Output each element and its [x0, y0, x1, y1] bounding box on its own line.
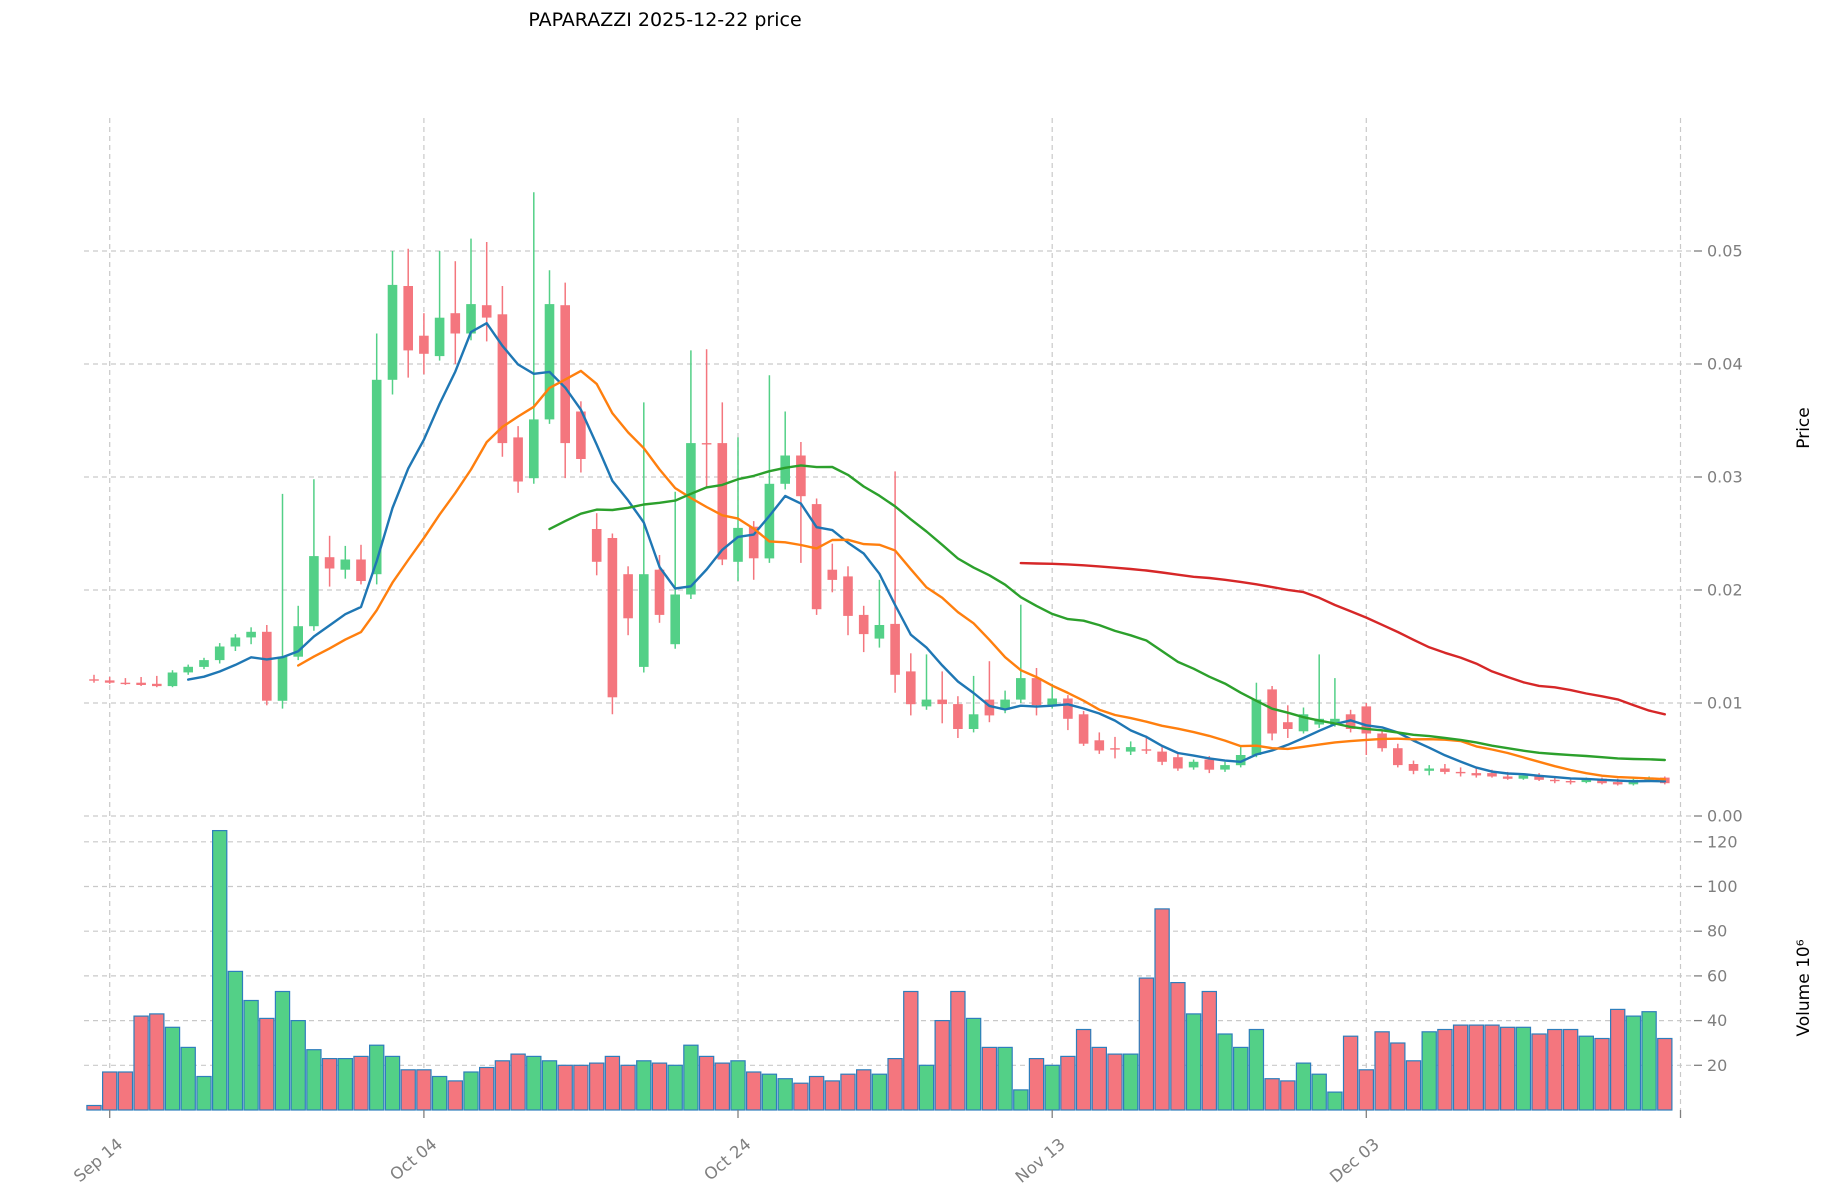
svg-text:120: 120: [1707, 832, 1738, 851]
svg-text:0.05: 0.05: [1707, 242, 1743, 261]
chart-title: PAPARAZZI 2025-12-22 price: [528, 9, 802, 31]
svg-text:0.00: 0.00: [1707, 807, 1743, 826]
svg-text:80: 80: [1707, 922, 1727, 941]
volume-axis-label: Volume 10⁶: [1794, 939, 1814, 1037]
svg-text:60: 60: [1707, 966, 1727, 985]
svg-text:0.02: 0.02: [1707, 581, 1743, 600]
svg-text:100: 100: [1707, 877, 1738, 896]
svg-text:0.01: 0.01: [1707, 694, 1743, 713]
svg-text:20: 20: [1707, 1056, 1727, 1075]
price-axis-label: Price: [1794, 407, 1814, 449]
svg-text:40: 40: [1707, 1011, 1727, 1030]
svg-text:0.04: 0.04: [1707, 355, 1743, 374]
svg-text:0.03: 0.03: [1707, 468, 1743, 487]
